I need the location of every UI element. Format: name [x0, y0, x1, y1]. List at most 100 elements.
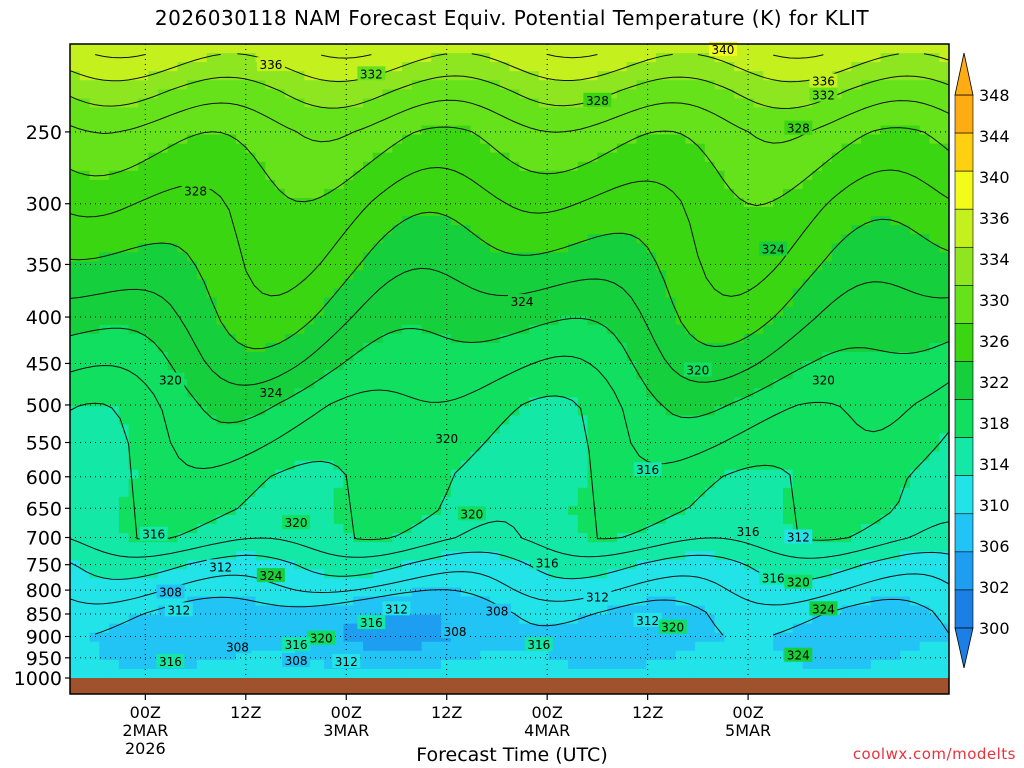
field-cell — [216, 379, 227, 389]
field-cell — [421, 533, 432, 543]
field-cell — [675, 170, 686, 181]
field-cell — [909, 315, 921, 326]
field-cell — [714, 514, 725, 525]
field-cell — [411, 270, 423, 281]
field-cell — [450, 143, 462, 154]
field-cell — [206, 288, 218, 299]
field-cell — [275, 261, 286, 272]
field-cell — [489, 415, 501, 425]
field-cell — [196, 143, 208, 154]
field-cell — [685, 261, 696, 272]
field-cell — [353, 533, 364, 543]
field-cell — [148, 478, 159, 489]
field-cell — [519, 469, 530, 480]
field-cell — [226, 143, 237, 154]
field-cell — [353, 134, 364, 145]
field-cell — [79, 152, 91, 163]
field-cell — [939, 80, 949, 90]
field-cell — [529, 161, 540, 172]
field-cell — [822, 451, 833, 462]
field-cell — [187, 342, 198, 353]
field-cell — [519, 351, 530, 362]
field-cell — [861, 89, 872, 99]
field-cell — [841, 442, 852, 453]
field-cell — [802, 134, 813, 145]
field-cell — [929, 197, 940, 208]
field-cell — [753, 143, 765, 154]
field-cell — [89, 116, 100, 127]
field-cell — [216, 216, 227, 226]
field-cell — [890, 505, 901, 516]
field-cell — [392, 306, 403, 317]
field-cell — [187, 514, 198, 525]
field-cell — [685, 125, 696, 136]
field-cell — [646, 505, 657, 516]
field-cell — [196, 460, 208, 471]
field-cell — [890, 207, 901, 217]
field-cell — [499, 370, 511, 380]
field-cell — [851, 379, 862, 389]
field-cell — [294, 388, 305, 398]
field-cell — [99, 188, 110, 199]
field-cell — [841, 415, 852, 425]
field-cell — [109, 524, 120, 534]
field-cell — [118, 297, 130, 308]
field-cell — [851, 324, 862, 335]
field-cell — [187, 125, 198, 136]
field-cell — [226, 361, 237, 371]
field-cell — [216, 179, 227, 190]
field-cell — [411, 306, 423, 317]
field-cell — [157, 333, 169, 344]
field-cell — [900, 62, 911, 72]
field-cell — [206, 342, 218, 353]
field-cell — [802, 442, 813, 453]
field-cell — [763, 415, 774, 425]
field-cell — [743, 451, 755, 462]
field-cell — [831, 433, 843, 444]
field-cell — [372, 433, 384, 444]
field-cell — [109, 487, 120, 498]
field-cell — [714, 261, 725, 272]
field-cell — [714, 379, 725, 389]
field-cell — [568, 496, 579, 507]
field-cell — [519, 234, 530, 244]
field-cell — [353, 487, 364, 498]
field-cell — [861, 469, 872, 480]
field-cell — [597, 225, 608, 235]
field-cell — [597, 44, 608, 54]
field-cell — [167, 297, 179, 308]
field-cell — [802, 62, 813, 72]
field-cell — [392, 188, 403, 199]
field-cell — [509, 324, 520, 335]
field-cell — [109, 496, 120, 507]
field-cell — [109, 533, 120, 543]
field-cell — [558, 270, 569, 281]
field-cell — [607, 53, 618, 63]
field-cell — [734, 442, 745, 453]
field-cell — [919, 451, 931, 462]
field-cell — [216, 44, 227, 54]
field-cell — [714, 125, 725, 136]
field-cell — [577, 216, 589, 226]
field-cell — [323, 297, 335, 308]
field-cell — [792, 152, 804, 163]
field-cell — [880, 71, 891, 81]
field-cell — [909, 415, 921, 425]
field-cell — [509, 170, 520, 181]
field-cell — [568, 433, 579, 444]
field-cell — [665, 44, 677, 54]
field-cell — [138, 487, 149, 498]
field-cell — [763, 161, 774, 172]
field-cell — [128, 170, 139, 181]
field-cell — [187, 270, 198, 281]
field-cell — [568, 524, 579, 534]
field-cell — [675, 288, 686, 299]
field-cell — [890, 234, 901, 244]
field-cell — [372, 270, 384, 281]
field-cell — [148, 406, 159, 416]
field-cell — [128, 89, 139, 99]
field-cell — [509, 478, 520, 489]
field-cell — [909, 143, 921, 154]
field-cell — [304, 324, 315, 335]
field-cell — [109, 469, 120, 480]
